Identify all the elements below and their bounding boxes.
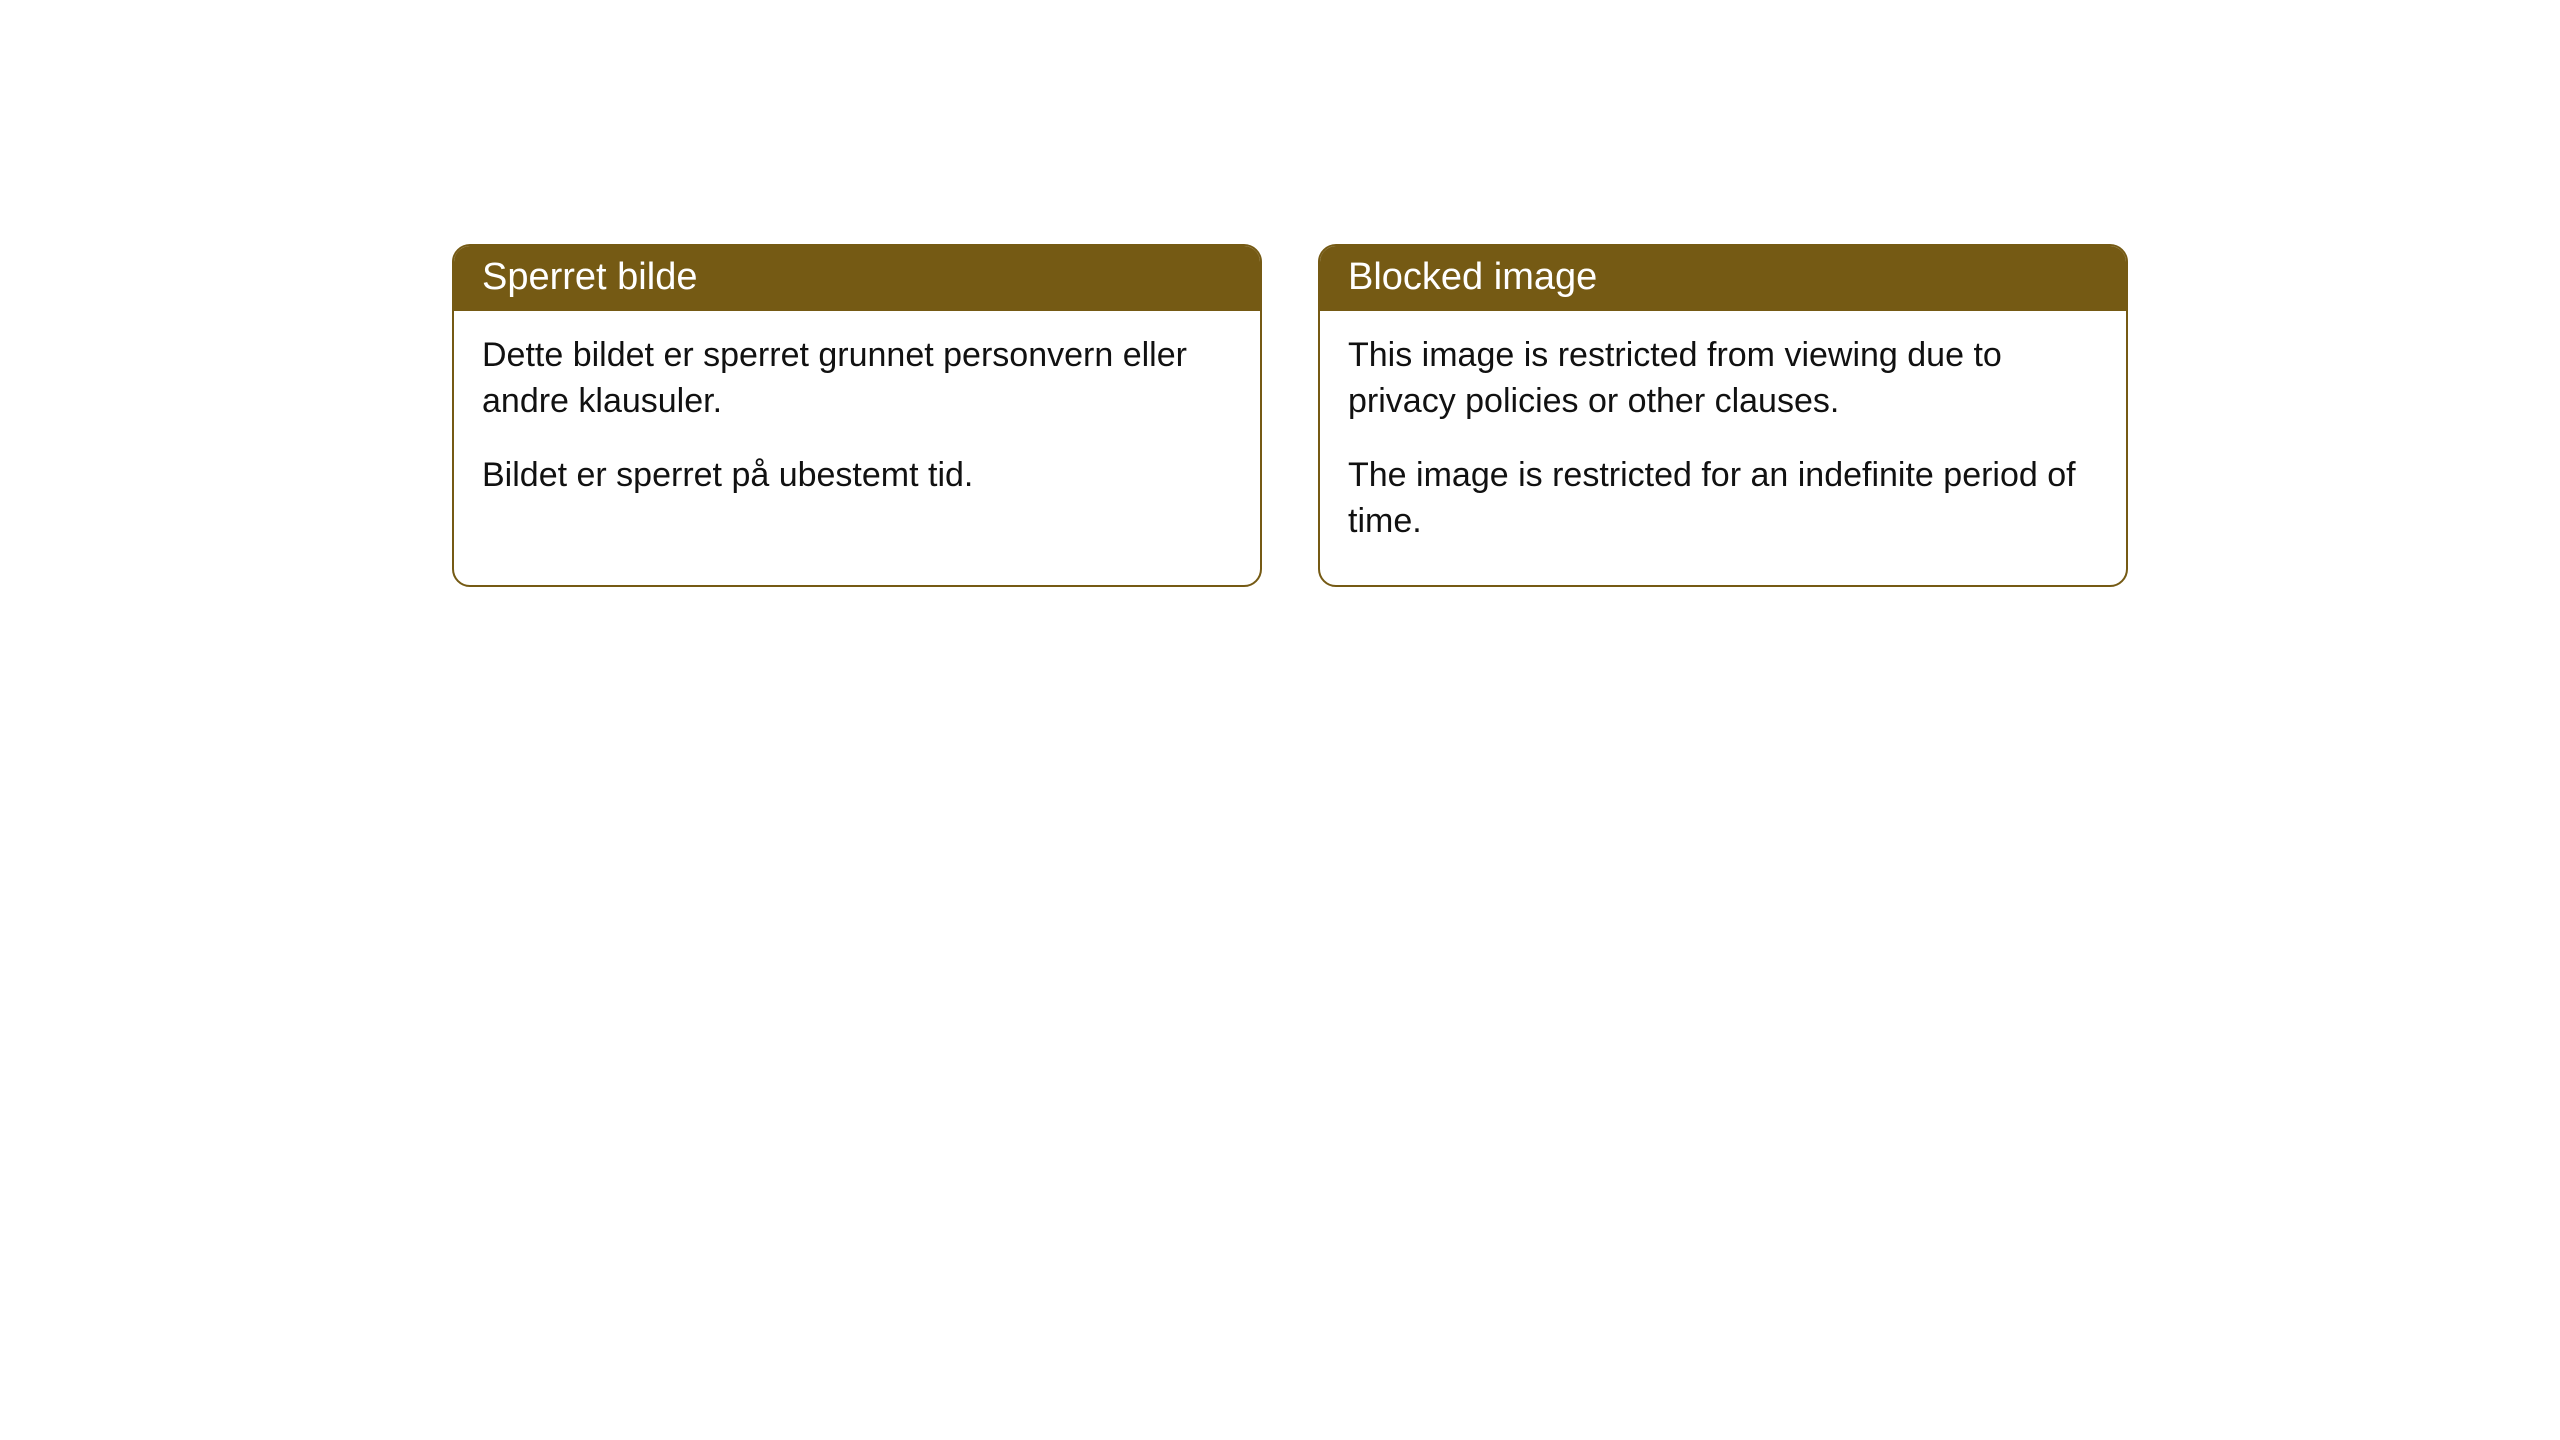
card-header: Blocked image (1320, 246, 2126, 311)
card-container: Sperret bilde Dette bildet er sperret gr… (452, 244, 2128, 587)
card-paragraph: Bildet er sperret på ubestemt tid. (482, 453, 1232, 499)
card-paragraph: Dette bildet er sperret grunnet personve… (482, 333, 1232, 425)
card-header: Sperret bilde (454, 246, 1260, 311)
card-body: This image is restricted from viewing du… (1320, 311, 2126, 585)
card-paragraph: The image is restricted for an indefinit… (1348, 453, 2098, 545)
blocked-image-card-en: Blocked image This image is restricted f… (1318, 244, 2128, 587)
blocked-image-card-no: Sperret bilde Dette bildet er sperret gr… (452, 244, 1262, 587)
card-paragraph: This image is restricted from viewing du… (1348, 333, 2098, 425)
card-body: Dette bildet er sperret grunnet personve… (454, 311, 1260, 539)
